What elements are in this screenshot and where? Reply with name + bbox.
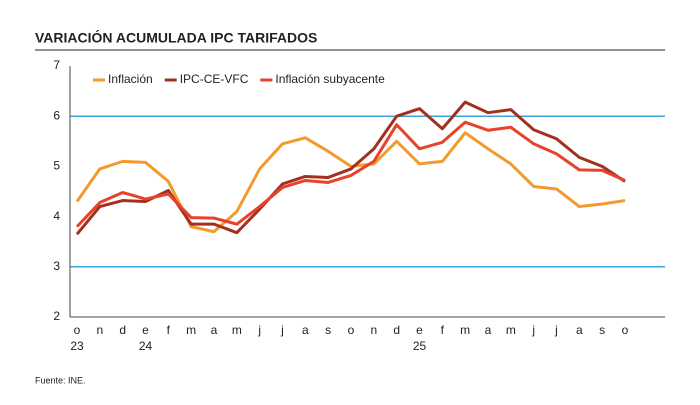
- x-tick-label: m: [460, 323, 470, 337]
- y-tick-label: 2: [53, 309, 60, 323]
- x-tick-label: j: [554, 323, 558, 337]
- x-tick-label: n: [96, 323, 103, 337]
- x-tick-label: m: [186, 323, 196, 337]
- x-tick-label: f: [167, 323, 171, 337]
- x-tick-label: o: [348, 323, 355, 337]
- chart-title: VARIACIÓN ACUMULADA IPC TARIFADOS: [35, 29, 317, 46]
- x-tick-label: s: [325, 323, 331, 337]
- series-line: [75, 120, 626, 228]
- x-tick-label: m: [506, 323, 516, 337]
- x-tick-label: j: [257, 323, 261, 337]
- x-tick-label: j: [531, 323, 535, 337]
- series-line: [75, 131, 626, 234]
- x-tick-label: n: [370, 323, 377, 337]
- x-tick-label: o: [622, 323, 629, 337]
- x-tick-label: a: [576, 323, 583, 337]
- x-tick-label: a: [211, 323, 218, 337]
- legend-label: Inflación: [108, 72, 153, 86]
- x-tick-label: a: [302, 323, 309, 337]
- x-tick-label: d: [393, 323, 400, 337]
- legend-label: Inflación subyacente: [275, 72, 385, 86]
- x-tick-label: d: [119, 323, 126, 337]
- y-tick-label: 5: [53, 159, 60, 173]
- y-tick-label: 4: [53, 209, 60, 223]
- x-tick-label: e: [142, 323, 149, 337]
- year-label: 24: [139, 339, 153, 353]
- x-tick-label: o: [74, 323, 81, 337]
- x-tick-label: s: [599, 323, 605, 337]
- y-tick-label: 7: [53, 58, 60, 72]
- x-tick-label: f: [441, 323, 445, 337]
- source: Fuente: INE.: [35, 375, 86, 385]
- legend-label: IPC-CE-VFC: [180, 72, 249, 86]
- x-tick-label: a: [485, 323, 492, 337]
- y-tick-label: 3: [53, 259, 60, 273]
- y-tick-label: 6: [53, 108, 60, 122]
- year-label: 23: [70, 339, 84, 353]
- x-tick-label: m: [232, 323, 242, 337]
- series-line: [75, 100, 626, 236]
- x-tick-label: e: [416, 323, 423, 337]
- x-tick-label: j: [280, 323, 284, 337]
- year-label: 25: [413, 339, 427, 353]
